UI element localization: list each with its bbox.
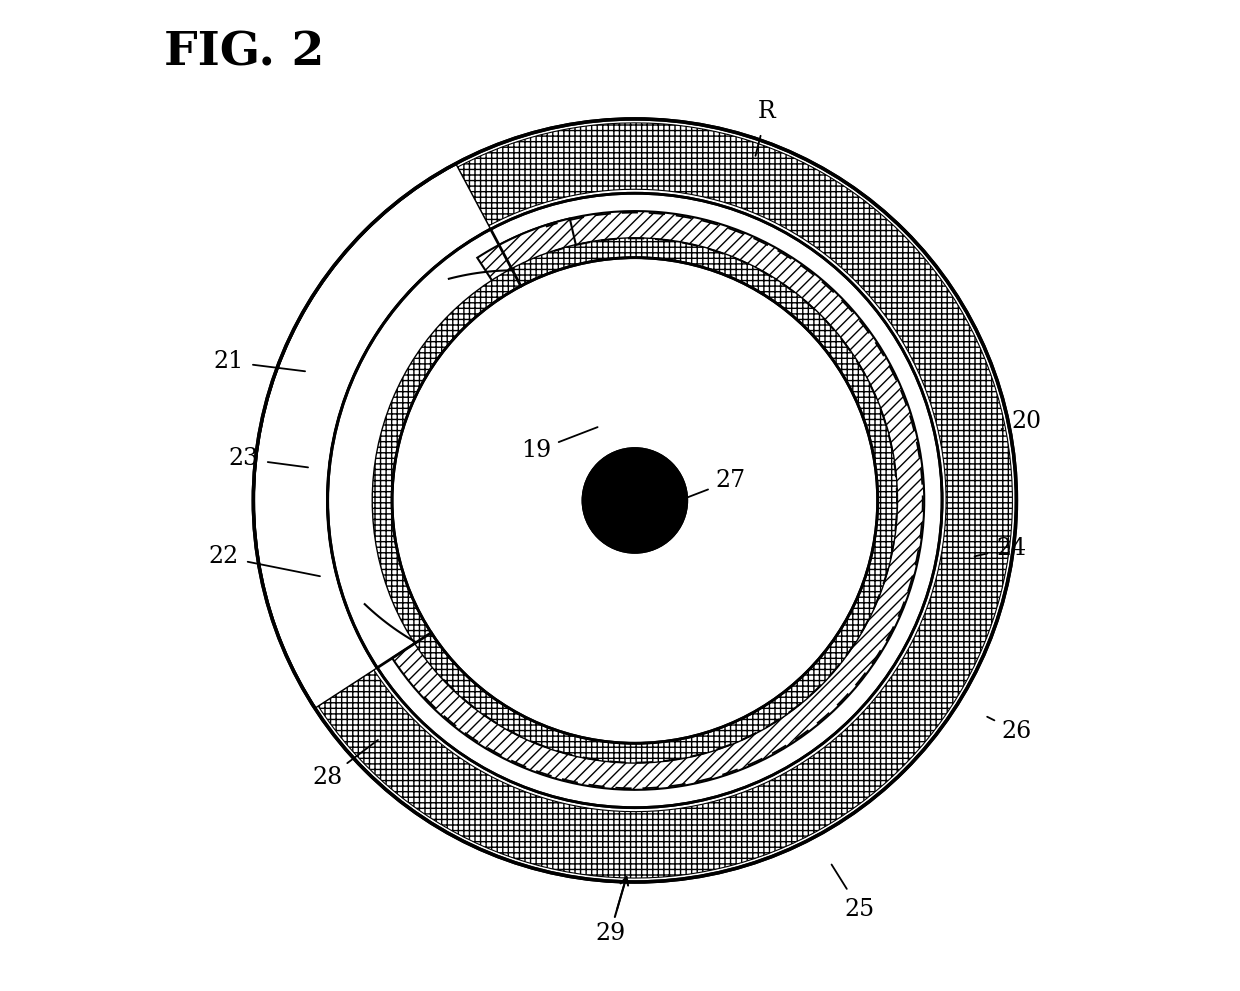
Text: 24: 24 xyxy=(996,536,1027,560)
Wedge shape xyxy=(254,165,490,708)
Text: 25: 25 xyxy=(844,898,875,922)
Text: 27: 27 xyxy=(715,469,746,493)
Wedge shape xyxy=(372,238,898,763)
Wedge shape xyxy=(392,211,924,790)
Text: 20: 20 xyxy=(1012,409,1042,433)
Circle shape xyxy=(627,493,642,508)
Text: 23: 23 xyxy=(228,447,258,471)
Circle shape xyxy=(627,493,642,508)
Text: R: R xyxy=(758,100,775,124)
Text: 29: 29 xyxy=(595,922,625,945)
Text: 26: 26 xyxy=(1001,719,1032,743)
Wedge shape xyxy=(327,193,942,808)
Text: 19: 19 xyxy=(521,439,551,463)
Text: 28: 28 xyxy=(312,766,342,790)
Polygon shape xyxy=(477,218,577,281)
Circle shape xyxy=(583,449,687,552)
Wedge shape xyxy=(253,119,1017,882)
Text: 21: 21 xyxy=(213,350,244,374)
Text: FIG. 2: FIG. 2 xyxy=(164,30,325,75)
Wedge shape xyxy=(319,123,1012,878)
Text: 22: 22 xyxy=(208,545,239,569)
Circle shape xyxy=(327,193,942,808)
